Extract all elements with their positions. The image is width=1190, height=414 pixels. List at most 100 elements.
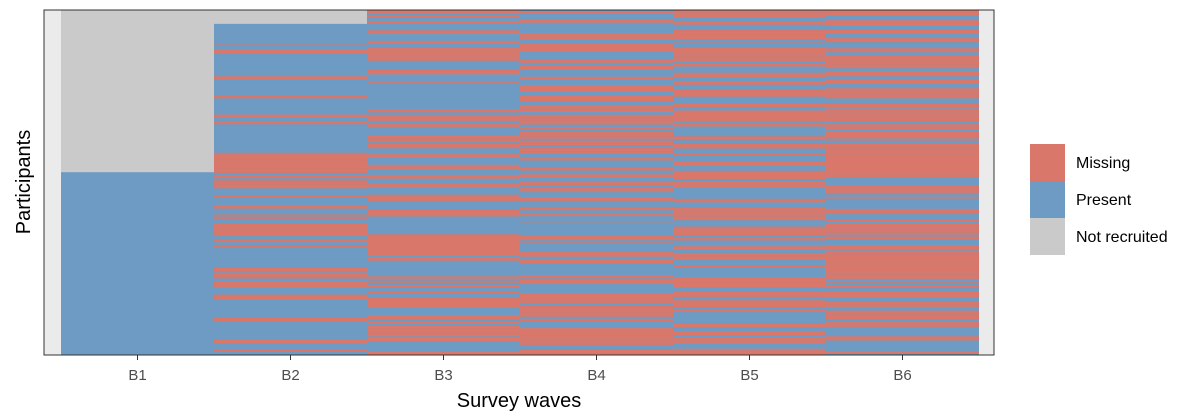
cell-b5-missing xyxy=(673,113,826,117)
cell-b6-missing xyxy=(826,291,979,296)
cell-b2-missing xyxy=(214,114,367,118)
legend: Missing Present Not recruited xyxy=(1030,144,1168,255)
cell-b6-missing xyxy=(826,60,979,64)
cell-b6-missing xyxy=(826,223,979,227)
cell-b6-missing xyxy=(826,301,979,305)
cell-b3-missing xyxy=(367,303,520,308)
cell-b5-missing xyxy=(673,323,826,328)
cell-b6-missing xyxy=(826,154,979,159)
cell-b2-missing xyxy=(214,184,367,189)
cell-b2-missing xyxy=(214,49,367,54)
cell-b5-missing xyxy=(673,21,826,25)
cell-b5-missing xyxy=(673,136,826,141)
cell-b5-missing xyxy=(673,309,826,313)
cell-b2-missing xyxy=(214,214,367,217)
x-tick-label-b3: B3 xyxy=(434,367,452,384)
cell-b5-missing xyxy=(673,348,826,351)
cell-b6-missing xyxy=(826,71,979,74)
cell-b2-missing xyxy=(214,121,367,125)
cell-b4-missing xyxy=(520,114,673,118)
cell-b4-missing xyxy=(520,342,673,345)
cell-b3-missing xyxy=(367,325,520,329)
cell-b6-missing xyxy=(826,55,979,58)
cell-b3-missing xyxy=(367,116,520,121)
cell-b5-missing xyxy=(673,47,826,52)
cell-b2-missing xyxy=(214,160,367,165)
cell-b2-missing xyxy=(214,319,367,322)
cell-b6-missing xyxy=(826,165,979,168)
cell-b3-missing xyxy=(367,114,520,117)
cell-b6-missing xyxy=(826,285,979,289)
cell-b4-missing xyxy=(520,353,673,355)
cell-b2-missing xyxy=(214,294,367,296)
cell-b6-missing xyxy=(826,105,979,108)
cell-b5-missing xyxy=(673,58,826,62)
cell-b5-missing xyxy=(673,256,826,261)
cell-b5-missing xyxy=(673,330,826,333)
cell-b3-missing xyxy=(367,135,520,139)
cell-b2-missing xyxy=(214,180,367,185)
cell-b5-missing xyxy=(673,171,826,174)
y-axis-title: Participants xyxy=(13,130,35,235)
cell-b2-present xyxy=(214,23,367,356)
cell-b4-missing xyxy=(520,279,673,284)
cell-b2-missing xyxy=(214,276,367,279)
cell-b4-missing xyxy=(520,312,673,317)
cell-b6-missing xyxy=(826,109,979,113)
cell-b4-missing xyxy=(520,333,673,336)
cell-b5-missing xyxy=(673,175,826,180)
cell-b6-missing xyxy=(826,254,979,258)
cell-b3-missing xyxy=(367,209,520,212)
cell-b2-missing xyxy=(214,159,367,161)
legend-swatch-present xyxy=(1030,181,1065,218)
cell-b5-missing xyxy=(673,35,826,40)
cell-b4-missing xyxy=(520,335,673,339)
cell-b2-missing xyxy=(214,267,367,272)
cell-b4-missing xyxy=(520,120,673,123)
cell-b3-missing xyxy=(367,71,520,75)
cell-b3-missing xyxy=(367,47,520,51)
cell-b6-missing xyxy=(826,196,979,199)
cell-b6-missing xyxy=(826,114,979,117)
cell-b6-missing xyxy=(826,23,979,26)
cell-b6-missing xyxy=(826,116,979,120)
cell-b3-missing xyxy=(367,56,520,60)
cell-b3-missing xyxy=(367,214,520,217)
cell-b3-missing xyxy=(367,291,520,294)
cell-b5-missing xyxy=(673,56,826,59)
cell-b4-missing xyxy=(520,190,673,193)
cell-b6-missing xyxy=(826,208,979,213)
cell-b5-missing xyxy=(673,303,826,308)
cell-b4-missing xyxy=(520,255,673,257)
cell-b2-missing xyxy=(214,245,367,247)
cell-b3-missing xyxy=(367,69,520,72)
cell-b3-missing xyxy=(367,332,520,334)
cell-b2-missing xyxy=(214,342,367,344)
cell-b5-missing xyxy=(673,207,826,211)
cell-b3-missing xyxy=(367,237,520,242)
cell-b5-missing xyxy=(673,143,826,146)
cell-b2-missing xyxy=(214,349,367,352)
cell-b3-missing xyxy=(367,328,520,333)
cell-b3-missing xyxy=(367,53,520,57)
cell-b2-missing xyxy=(214,227,367,229)
cell-b4-missing xyxy=(520,182,673,186)
cell-b4-missing xyxy=(520,11,673,14)
cell-b4-missing xyxy=(520,108,673,112)
cell-b6-missing xyxy=(826,263,979,265)
cell-b5-missing xyxy=(673,153,826,156)
cell-b6-missing xyxy=(826,257,979,260)
cell-b4-missing xyxy=(520,59,673,63)
cell-b4-missing xyxy=(520,127,673,129)
cell-b6-missing xyxy=(826,232,979,235)
legend-swatch-missing xyxy=(1030,144,1065,181)
heatmap-cells xyxy=(61,10,979,356)
cell-b4-missing xyxy=(520,99,673,102)
cell-b5-missing xyxy=(673,353,826,355)
cell-b3-missing xyxy=(367,317,520,320)
cell-b5-missing xyxy=(673,255,826,257)
cell-b5-missing xyxy=(673,81,826,85)
cell-b6-missing xyxy=(826,131,979,134)
cell-b6-missing xyxy=(826,315,979,320)
cell-b3-missing xyxy=(367,297,520,300)
